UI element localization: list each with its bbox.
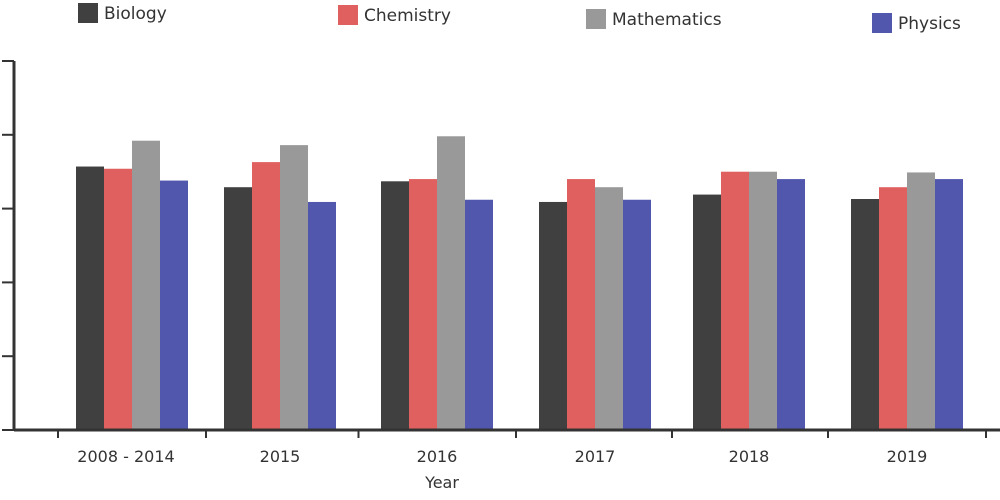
bar-biology-2019 — [851, 199, 879, 430]
x-tick-label-2019: 2019 — [887, 447, 928, 466]
legend: Biology Chemistry Mathematics Physics — [78, 3, 961, 34]
x-axis-title: Year — [424, 473, 459, 492]
x-tick-label-2015: 2015 — [260, 447, 301, 466]
legend-swatch-mathematics — [586, 9, 606, 29]
bar-biology-2017 — [539, 201, 567, 430]
legend-swatch-physics — [872, 13, 892, 33]
x-tick-label-2017: 2017 — [575, 447, 616, 466]
legend-swatch-biology — [78, 3, 98, 23]
legend-label-chemistry: Chemistry — [364, 6, 451, 26]
legend-label-mathematics: Mathematics — [612, 10, 722, 30]
x-tick-labels: 2008 - 2014 2015 2016 2017 2018 2019 — [77, 447, 927, 466]
bar-biology-2016 — [381, 181, 409, 430]
bars — [76, 136, 963, 431]
x-tick-label-2018: 2018 — [729, 447, 770, 466]
x-ticks — [57, 430, 987, 438]
legend-label-physics: Physics — [898, 14, 961, 34]
bar-mathematics-2008-2014 — [132, 140, 160, 431]
bar-biology-2018 — [693, 194, 721, 430]
bar-mathematics-2018 — [749, 171, 777, 430]
legend-label-biology: Biology — [104, 4, 167, 24]
bar-chemistry-2018 — [721, 171, 749, 430]
bar-biology-2015 — [224, 187, 252, 430]
bar-physics-2017 — [623, 199, 651, 430]
bar-physics-2015 — [308, 201, 336, 430]
bar-physics-2018 — [777, 179, 805, 430]
bar-chemistry-2017 — [567, 179, 595, 430]
bar-physics-2016 — [465, 199, 493, 430]
bar-biology-2008-2014 — [76, 166, 104, 430]
x-tick-label-2016: 2016 — [417, 447, 458, 466]
bar-mathematics-2019 — [907, 172, 935, 431]
legend-swatch-chemistry — [338, 5, 358, 25]
x-tick-label-2008-2014: 2008 - 2014 — [77, 447, 174, 466]
bar-chemistry-2016 — [409, 179, 437, 430]
y-ticks — [2, 60, 14, 431]
bar-physics-2019 — [935, 179, 963, 430]
bar-chemistry-2015 — [252, 162, 280, 430]
bar-physics-2008-2014 — [160, 180, 188, 430]
bar-mathematics-2015 — [280, 145, 308, 430]
axes: 2008 - 2014 2015 2016 2017 2018 2019 Year — [2, 60, 1000, 492]
bar-mathematics-2016 — [437, 136, 465, 430]
bar-chemistry-2008-2014 — [104, 168, 132, 431]
bar-mathematics-2017 — [595, 187, 623, 430]
bar-chemistry-2019 — [879, 187, 907, 430]
